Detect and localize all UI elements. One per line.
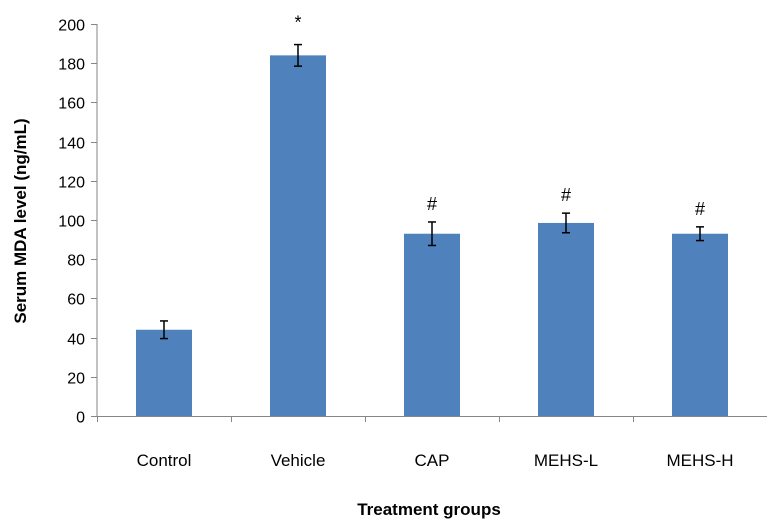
y-tick-label: 120 [58, 175, 85, 192]
y-tick-label: 60 [67, 292, 85, 309]
bar-mehs-h [672, 233, 728, 416]
y-tick-label: 20 [67, 371, 85, 388]
significance-marker: # [695, 199, 705, 219]
y-axis-title: Serum MDA level (ng/mL) [11, 118, 30, 323]
significance-marker: # [561, 185, 571, 205]
x-tick-label: MEHS-H [666, 451, 733, 470]
bar-vehicle [270, 55, 326, 417]
significance-marker: * [294, 13, 301, 33]
error-bars [160, 43, 704, 340]
significance-marker: # [427, 194, 437, 214]
x-tick-label: Control [137, 451, 192, 470]
bar-control [136, 329, 192, 416]
y-tick-label: 160 [58, 96, 85, 113]
y-tick-label: 140 [58, 136, 85, 153]
x-tick-label: Vehicle [271, 451, 326, 470]
bar-mehs-l [538, 222, 594, 416]
y-tick-label: 40 [67, 332, 85, 349]
y-tick-label: 80 [67, 253, 85, 270]
y-tick-label: 180 [58, 57, 85, 74]
x-axis-title: Treatment groups [357, 500, 501, 519]
bar-cap [404, 233, 460, 416]
x-tick-label: MEHS-L [534, 451, 598, 470]
bars [136, 55, 728, 417]
x-axis: Control Vehicle CAP MEHS-L MEHS-H [97, 416, 767, 470]
y-tick-label: 200 [58, 18, 85, 35]
y-tick-label: 100 [58, 214, 85, 231]
significance-annotations: * # # # [294, 13, 705, 219]
x-tick-label: CAP [415, 451, 450, 470]
y-tick-label: 0 [76, 410, 85, 427]
y-axis: 0 20 40 60 80 100 120 140 160 180 200 [58, 18, 98, 427]
